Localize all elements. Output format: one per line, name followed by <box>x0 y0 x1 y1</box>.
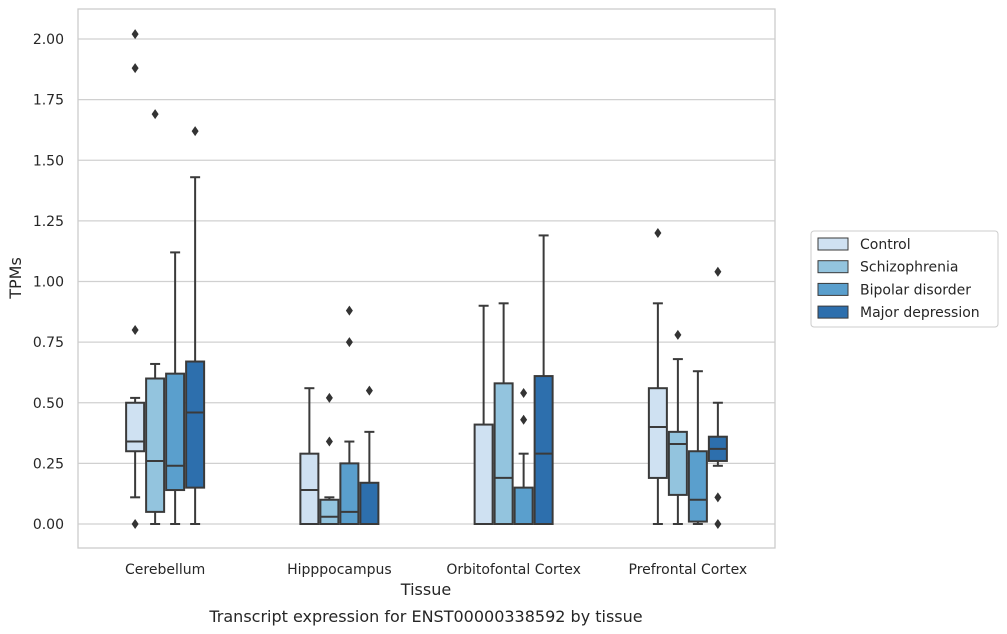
outlier-point <box>345 305 353 316</box>
legend-frame <box>810 230 999 328</box>
box-plot <box>473 304 494 526</box>
box <box>667 430 688 496</box>
x-tick-label: Hipppocampus <box>287 562 392 578</box>
outlier-point <box>714 492 722 503</box>
box-plot <box>359 385 380 525</box>
box-plot <box>339 305 360 525</box>
outlier-point <box>131 519 139 529</box>
outlier-point <box>365 385 373 396</box>
box <box>647 387 668 479</box>
y-axis-label: TPMs <box>6 257 25 300</box>
x-tick-label: Cerebellum <box>125 562 205 578</box>
y-tick-label: 1.00 <box>33 275 64 291</box>
legend-label: Bipolar disorder <box>860 282 971 298</box>
outlier-point <box>131 29 139 40</box>
box <box>319 498 340 525</box>
box <box>513 486 534 525</box>
box <box>185 360 206 489</box>
box <box>339 462 360 525</box>
legend: Control Schizophrenia Bipolar disorder Majo… <box>810 230 999 328</box>
y-tick-label: 0.25 <box>33 456 64 472</box>
y-tick-labels: 0.00 0.25 0.50 0.75 1.00 1.25 1.50 1.75 2.00 <box>33 32 64 533</box>
box-plot <box>493 302 514 525</box>
box-plot <box>707 266 728 529</box>
box <box>493 382 514 525</box>
legend-label: Schizophrenia <box>860 260 958 276</box>
box-plot <box>165 251 186 525</box>
outlier-point <box>714 519 722 529</box>
outlier-point <box>151 109 159 120</box>
outlier-point <box>131 325 139 335</box>
legend-label: Control <box>860 237 911 253</box>
box-plot <box>647 228 668 525</box>
x-tick-label: Prefrontal Cortex <box>629 562 748 578</box>
outlier-point <box>654 228 662 238</box>
y-tick-label: 0.00 <box>33 517 64 533</box>
box <box>165 372 186 492</box>
box <box>145 377 166 513</box>
x-tick-labels: Cerebellum Hipppocampus Orbitofontal Corte… <box>125 562 747 578</box>
outlier-point <box>131 63 139 74</box>
box <box>299 452 320 525</box>
box-plot <box>513 388 534 525</box>
box <box>687 450 708 523</box>
outlier-point <box>325 436 333 447</box>
legend-swatch <box>817 282 849 296</box>
box-series <box>125 29 728 529</box>
box-plot <box>185 126 206 525</box>
y-tick-label: 0.75 <box>33 335 64 351</box>
box-plot <box>533 234 554 526</box>
box-plot <box>125 29 146 529</box>
y-tick-label: 1.25 <box>33 214 64 230</box>
y-tick-label: 1.50 <box>33 153 64 169</box>
legend-swatch <box>817 260 849 274</box>
outlier-point <box>325 392 333 403</box>
y-tick-label: 0.50 <box>33 396 64 412</box>
outlier-point <box>191 126 199 137</box>
legend-swatch <box>817 237 849 251</box>
box <box>359 481 380 525</box>
outlier-point <box>520 414 528 425</box>
box <box>533 375 554 526</box>
box <box>125 401 146 453</box>
outlier-point <box>345 337 353 348</box>
x-axis-label: Tissue <box>400 580 451 599</box>
y-tick-label: 2.00 <box>33 32 64 48</box>
outlier-point <box>714 266 722 277</box>
outlier-point <box>520 388 528 399</box>
box-plot <box>299 387 320 525</box>
x-tick-label: Orbitofontal Cortex <box>446 562 581 578</box>
chart-caption: Transcript expression for ENST0000033859… <box>208 607 642 626</box>
box <box>473 423 494 526</box>
y-tick-label: 1.75 <box>33 93 64 109</box>
plot-frame <box>77 8 776 549</box>
box-plot <box>687 370 708 525</box>
box-plot <box>319 392 340 525</box>
box-plot <box>145 109 166 525</box>
legend-swatch <box>817 305 849 319</box>
outlier-point <box>674 329 682 340</box>
legend-label: Major depression <box>860 305 980 321</box>
box-plot <box>667 329 688 525</box>
